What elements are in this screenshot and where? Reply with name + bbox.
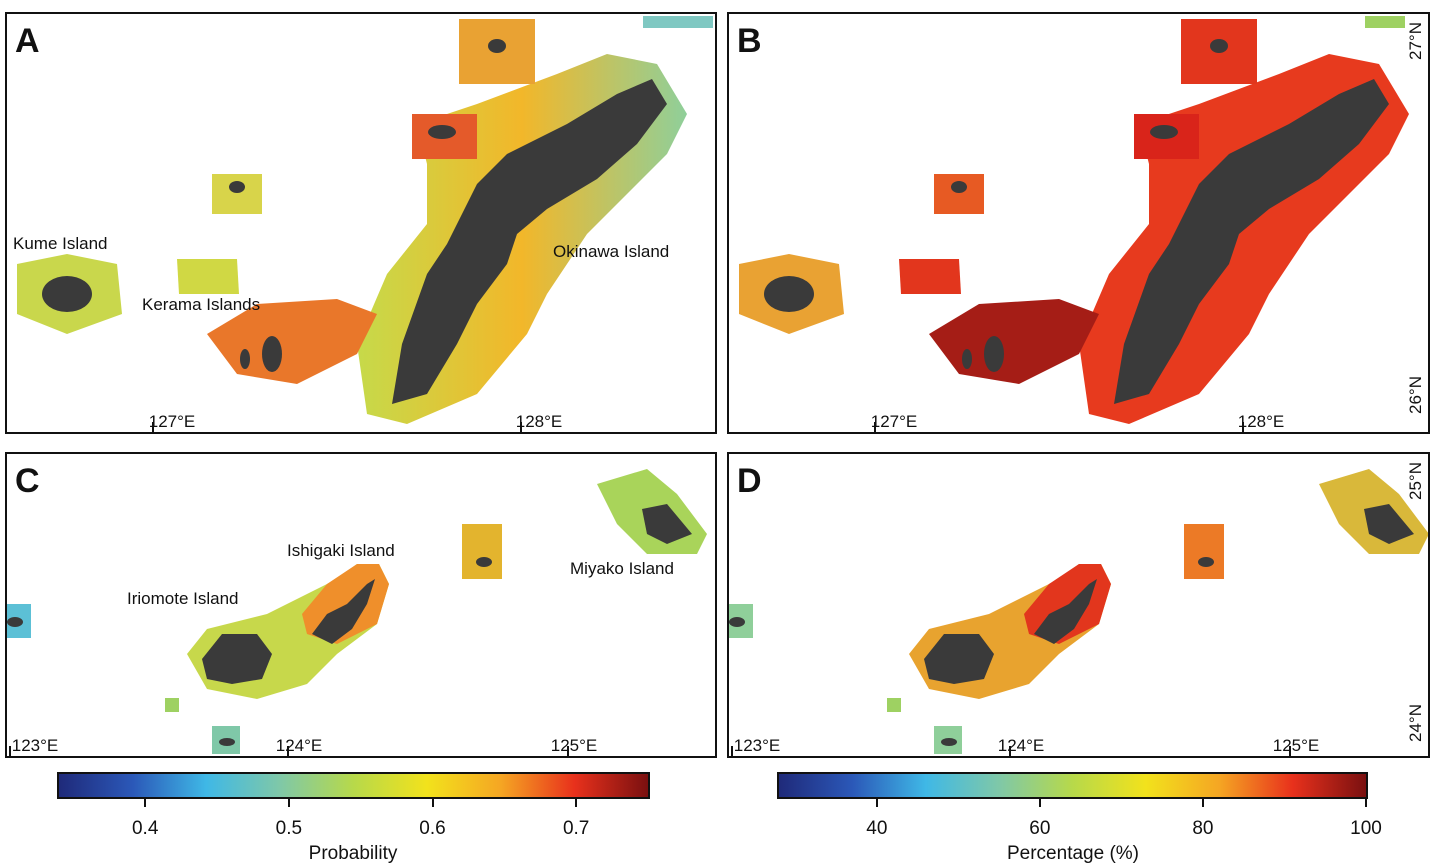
map-panel-c: C Ishigaki Island Iriomote Island Miyako…: [5, 452, 717, 758]
probability-field-small-2: [212, 174, 262, 214]
longitude-tick: [287, 746, 289, 756]
panel-label: D: [737, 462, 762, 500]
colorbar-tick-label: 100: [1350, 818, 1382, 839]
longitude-tick: [874, 422, 876, 432]
place-label: Kume Island: [13, 234, 108, 253]
place-label: Iriomote Island: [127, 589, 239, 608]
latitude-label: 26°N: [1406, 376, 1425, 414]
probability-field-small-1: [177, 259, 239, 294]
yonaguni-island-land: [7, 617, 23, 627]
longitude-tick: [1289, 746, 1291, 756]
ishigaki-island-land: [312, 579, 375, 644]
colorbar-tick: [875, 799, 878, 807]
colorbar-tick-label: 80: [1192, 818, 1214, 839]
percentage-field-tarama: [1184, 524, 1224, 579]
longitude-label: 127°E: [148, 412, 196, 431]
iheya-island-land: [428, 125, 456, 139]
longitude-label: 128°E: [515, 412, 563, 431]
longitude-label: 123°E: [733, 736, 781, 755]
colorbar-tick: [1038, 799, 1041, 807]
north-island-land: [488, 39, 506, 53]
colorbar-tick-label: 40: [866, 818, 888, 839]
iheya-island-land: [1150, 125, 1178, 139]
heatmap-d: [729, 469, 1428, 754]
longitude-tick: [1009, 746, 1011, 756]
colorbar-tick: [1201, 799, 1204, 807]
kume-island-land: [42, 276, 92, 312]
yonaguni-island-land: [729, 617, 745, 627]
probability-field-tarama: [462, 524, 502, 579]
longitude-tick: [9, 746, 11, 756]
panel-label: A: [15, 22, 40, 60]
iriomote-island-land: [924, 634, 994, 684]
latitude-label: 24°N: [1406, 704, 1425, 742]
map-panel-b: B 27°N 26°N 127°E 128°E: [727, 12, 1430, 434]
place-label: Kerama Islands: [142, 295, 261, 314]
aguni-island-land: [229, 181, 245, 193]
kerama-island-land-1: [984, 336, 1004, 372]
longitude-tick: [152, 422, 154, 432]
map-panel-a: A Kume Island Kerama Islands Okinawa Isl…: [5, 12, 717, 434]
kume-island-land: [764, 276, 814, 312]
tarama-island-land: [1198, 557, 1214, 567]
colorbar-tick-label: 0.6: [419, 818, 446, 839]
longitude-tick: [520, 422, 522, 432]
heatmap-b: [739, 16, 1409, 424]
percentage-field-small: [887, 698, 901, 712]
map-panel-d: D 25°N 24°N 123°E 124°E 125°E: [727, 452, 1430, 758]
colorbar-tick-label: 60: [1029, 818, 1051, 839]
percentage-colorbar: [777, 772, 1368, 799]
longitude-label: 125°E: [550, 736, 598, 755]
percentage-field-edge: [1365, 16, 1405, 28]
kerama-island-land-2: [962, 349, 972, 369]
longitude-tick: [731, 746, 733, 756]
probability-colorbar-title: Probability: [308, 843, 398, 864]
latitude-label: 25°N: [1406, 462, 1425, 500]
longitude-label: 123°E: [11, 736, 59, 755]
colorbar-tick: [144, 799, 147, 807]
miyako-island-land: [642, 504, 692, 544]
longitude-tick: [1242, 422, 1244, 432]
hateruma-island-land: [941, 738, 957, 746]
tarama-island-land: [476, 557, 492, 567]
longitude-label: 124°E: [275, 736, 323, 755]
colorbar-tick: [431, 799, 434, 807]
place-label: Okinawa Island: [553, 242, 670, 261]
percentage-field-small-2: [934, 174, 984, 214]
latitude-label: 27°N: [1406, 22, 1425, 60]
longitude-tick: [567, 746, 569, 756]
kerama-island-land-1: [262, 336, 282, 372]
ishigaki-island-land: [1034, 579, 1097, 644]
iriomote-island-land: [202, 634, 272, 684]
colorbar-tick: [1365, 799, 1367, 807]
heatmap-a: [17, 16, 713, 424]
longitude-label: 125°E: [1272, 736, 1320, 755]
longitude-label: 124°E: [997, 736, 1045, 755]
colorbar-tick: [575, 799, 578, 807]
colorbar-tick-label: 0.5: [275, 818, 303, 839]
panel-label: B: [737, 22, 762, 60]
longitude-label: 127°E: [870, 412, 918, 431]
kerama-island-land-2: [240, 349, 250, 369]
colorbar-tick-label: 0.7: [562, 818, 590, 839]
longitude-label: 128°E: [1237, 412, 1285, 431]
aguni-island-land: [951, 181, 967, 193]
okinawa-island-land: [392, 79, 667, 404]
percentage-colorbar-title: Percentage (%): [1006, 843, 1140, 864]
percentage-field-small-1: [899, 259, 961, 294]
place-label: Miyako Island: [570, 559, 674, 578]
okinawa-island-land: [1114, 79, 1389, 404]
hateruma-island-land: [219, 738, 235, 746]
place-label: Ishigaki Island: [287, 541, 395, 560]
percentage-field-kerama: [929, 299, 1099, 384]
colorbar-tick: [287, 799, 290, 807]
north-island-land: [1210, 39, 1228, 53]
probability-field-edge: [643, 16, 713, 28]
probability-colorbar: [57, 772, 650, 799]
colorbar-tick-label: 0.4: [131, 818, 159, 839]
probability-field-small: [165, 698, 179, 712]
miyako-island-land: [1364, 504, 1414, 544]
heatmap-c: [7, 469, 707, 754]
panel-label: C: [15, 462, 40, 500]
